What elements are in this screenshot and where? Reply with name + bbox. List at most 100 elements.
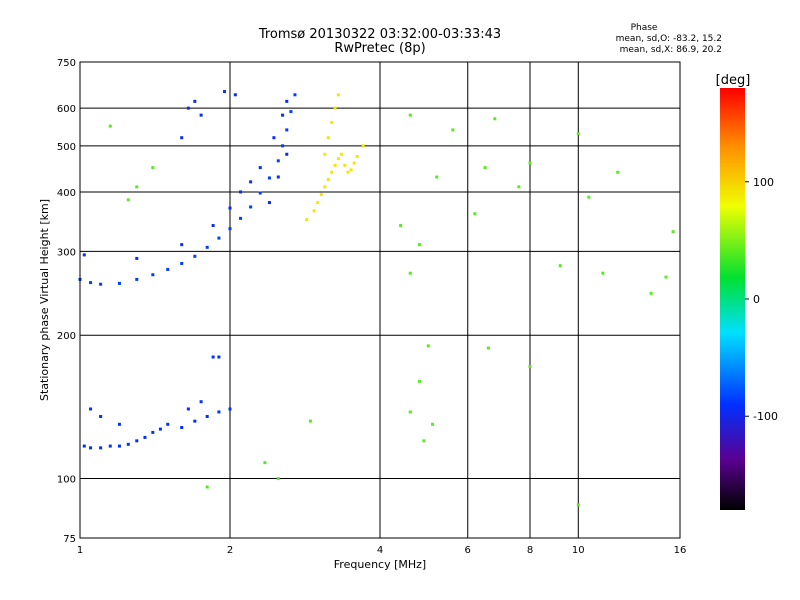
- data-point: [281, 144, 285, 148]
- data-point: [408, 271, 412, 275]
- data-point: [82, 253, 86, 257]
- x-tick-label: 8: [527, 545, 533, 556]
- data-point: [193, 254, 197, 258]
- y-axis-label: Stationary phase Virtual Height [km]: [38, 199, 51, 401]
- data-point: [211, 355, 215, 359]
- phase-info-title: Phase: [631, 23, 658, 33]
- data-point: [228, 206, 232, 210]
- data-point: [108, 124, 112, 128]
- x-tick-label: 4: [377, 545, 383, 556]
- data-point: [249, 180, 253, 184]
- x-tick-label: 1: [77, 545, 83, 556]
- data-point: [267, 176, 271, 180]
- data-point: [276, 159, 280, 163]
- x-tick-label: 6: [465, 545, 471, 556]
- data-point: [408, 113, 412, 117]
- data-point: [486, 346, 490, 350]
- data-point: [323, 185, 327, 189]
- data-point: [352, 161, 356, 165]
- data-point: [258, 191, 262, 195]
- data-point: [336, 157, 340, 161]
- data-point: [333, 163, 337, 167]
- data-point: [158, 427, 162, 431]
- colorbar-label: [deg]: [716, 73, 751, 88]
- data-point: [217, 410, 221, 414]
- data-point: [186, 106, 190, 110]
- data-point: [343, 163, 347, 167]
- data-point: [671, 230, 675, 234]
- data-point: [285, 152, 289, 156]
- data-point: [89, 446, 93, 450]
- data-point: [435, 175, 439, 179]
- data-point: [258, 166, 262, 170]
- data-point: [89, 281, 93, 285]
- data-point: [528, 161, 532, 165]
- data-point: [417, 243, 421, 247]
- data-point: [180, 261, 184, 265]
- data-point: [239, 190, 243, 194]
- grid-lines: [80, 62, 680, 538]
- data-point: [281, 113, 285, 117]
- data-point: [205, 485, 209, 489]
- data-point: [186, 407, 190, 411]
- data-point: [180, 425, 184, 429]
- data-point: [333, 106, 337, 110]
- y-tick-label: 750: [57, 58, 76, 69]
- data-point: [126, 442, 130, 446]
- y-tick-label: 600: [57, 104, 76, 115]
- data-point: [223, 90, 227, 94]
- data-point: [426, 344, 430, 348]
- data-point: [349, 168, 353, 172]
- data-point: [166, 267, 170, 271]
- data-point: [151, 166, 155, 170]
- colorbar: [720, 88, 745, 510]
- data-point: [135, 256, 139, 260]
- data-point: [326, 177, 330, 181]
- data-point: [399, 224, 403, 228]
- data-point: [483, 166, 487, 170]
- data-point: [326, 136, 330, 140]
- data-point: [305, 218, 309, 222]
- data-point: [89, 407, 93, 411]
- data-point: [228, 227, 232, 231]
- data-point: [451, 128, 455, 132]
- x-tick-label: 10: [572, 545, 585, 556]
- data-point: [135, 277, 139, 281]
- data-point: [316, 201, 320, 205]
- data-point: [355, 154, 359, 158]
- data-point: [82, 444, 86, 448]
- data-points: [78, 90, 675, 507]
- data-point: [330, 170, 334, 174]
- data-point: [576, 132, 580, 136]
- data-point: [211, 224, 215, 228]
- data-point: [117, 422, 121, 426]
- data-point: [473, 212, 477, 216]
- y-tick-label: 400: [57, 188, 76, 199]
- x-axis-label: Frequency [MHz]: [334, 558, 426, 571]
- data-point: [233, 93, 237, 97]
- data-point: [272, 136, 276, 140]
- colorbar-tick-label: 100: [753, 176, 774, 189]
- data-point: [217, 236, 221, 240]
- data-point: [517, 185, 521, 189]
- phase-info-line2: mean, sd,X: 86.9, 20.2: [620, 45, 722, 55]
- data-point: [601, 271, 605, 275]
- data-point: [151, 273, 155, 277]
- data-point: [276, 477, 280, 481]
- data-point: [99, 446, 103, 450]
- chart-title: Tromsø 20130322 03:32:00-03:33:43: [258, 27, 501, 42]
- data-point: [205, 414, 209, 418]
- y-tick-labels: 75 100 200 300 400 500 600 750: [57, 58, 76, 545]
- data-point: [340, 152, 344, 156]
- data-point: [193, 99, 197, 103]
- data-point: [319, 193, 323, 197]
- y-tick-label: 100: [57, 475, 76, 486]
- data-point: [616, 170, 620, 174]
- data-point: [587, 195, 591, 199]
- colorbar-tick-label: 0: [753, 293, 760, 306]
- data-point: [528, 364, 532, 368]
- data-point: [285, 99, 289, 103]
- data-point: [408, 410, 412, 414]
- data-point: [312, 209, 316, 213]
